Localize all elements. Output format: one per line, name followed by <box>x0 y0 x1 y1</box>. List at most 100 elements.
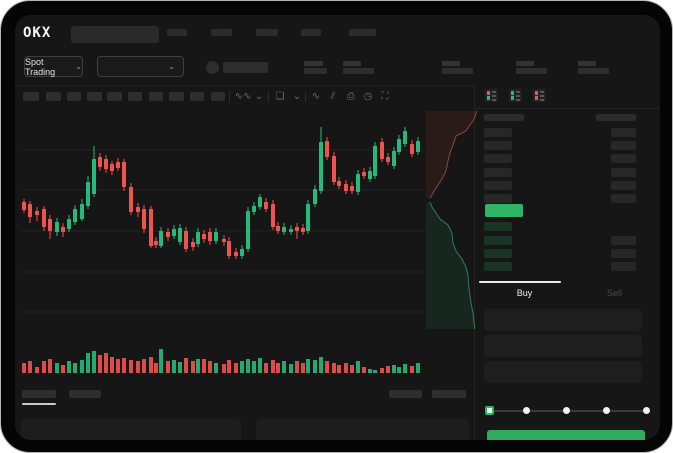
timeframe-button-placeholder[interactable] <box>46 92 61 101</box>
bid-amount-placeholder[interactable] <box>611 236 636 245</box>
ticker-stat <box>442 61 473 74</box>
toolbar-separator <box>268 91 269 102</box>
stat-label-placeholder <box>304 61 323 66</box>
timeframe-button-placeholder[interactable] <box>128 92 142 101</box>
timeframe-button-placeholder[interactable] <box>23 92 39 101</box>
stat-value-placeholder <box>516 68 547 74</box>
orders-table-placeholder <box>21 419 241 440</box>
orderbook-header-right <box>596 114 636 121</box>
bottom-tab-indicator <box>22 403 56 405</box>
market-type-label: Spot Trading <box>25 56 56 77</box>
active-tab-indicator <box>479 281 561 283</box>
bottom-tab[interactable] <box>69 390 101 398</box>
timeframe-button-placeholder[interactable] <box>169 92 184 101</box>
divider <box>15 85 474 86</box>
tab-sell[interactable]: Sell <box>606 288 622 298</box>
timeframe-button-placeholder[interactable] <box>211 92 225 101</box>
nav-item-placeholder[interactable] <box>211 29 232 36</box>
ticker-stat <box>304 61 327 74</box>
ticker-stat <box>578 61 609 74</box>
tab-buy[interactable]: Buy <box>516 288 533 298</box>
indicator-icon[interactable]: ∿ <box>311 91 321 102</box>
ask-price-placeholder[interactable] <box>484 168 512 177</box>
stat-value-placeholder <box>442 68 473 74</box>
bid-price-placeholder[interactable] <box>484 236 512 245</box>
stat-value-placeholder <box>578 68 609 74</box>
slider-stop[interactable] <box>643 407 650 414</box>
timeframe-button-placeholder[interactable] <box>149 92 163 101</box>
chevron-down-icon[interactable]: ⌄ <box>292 91 302 102</box>
compare-icon[interactable]: ⫽ <box>330 91 336 102</box>
bottom-tab-active[interactable] <box>22 390 56 398</box>
bid-price-placeholder[interactable] <box>484 262 512 271</box>
slider-handle[interactable] <box>485 406 494 415</box>
toolbar-separator <box>229 91 230 102</box>
nav-item-placeholder[interactable] <box>256 29 278 36</box>
slider-stop[interactable] <box>603 407 610 414</box>
ask-amount-placeholder[interactable] <box>611 181 636 190</box>
orders-table-placeholder <box>256 419 469 440</box>
last-price-badge[interactable] <box>485 204 523 217</box>
depth-chart[interactable] <box>426 109 479 331</box>
order-input-placeholder[interactable] <box>484 309 642 331</box>
book-asks-view-icon[interactable] <box>533 89 546 102</box>
timeframe-button-placeholder[interactable] <box>107 92 122 101</box>
stat-label-placeholder <box>343 61 361 66</box>
order-input-placeholder[interactable] <box>484 361 642 383</box>
candlestick-chart[interactable] <box>21 111 426 401</box>
screenshot-icon[interactable]: ⎙ <box>347 91 355 102</box>
chevron-down-icon[interactable]: ⌄ <box>254 91 264 102</box>
nav-item-placeholder[interactable] <box>167 29 187 36</box>
stat-value-placeholder <box>343 68 374 74</box>
market-type-select[interactable]: Spot Trading ⌄ <box>24 56 83 77</box>
buy-submit-button[interactable] <box>487 430 645 440</box>
bid-price-placeholder[interactable] <box>484 222 512 231</box>
book-both-view-icon[interactable] <box>485 89 498 102</box>
ask-price-placeholder[interactable] <box>484 141 512 150</box>
stat-label-placeholder <box>516 61 534 66</box>
timeframe-button-placeholder[interactable] <box>67 92 81 101</box>
book-bids-view-icon[interactable] <box>509 89 522 102</box>
ask-amount-placeholder[interactable] <box>611 154 636 163</box>
order-input-placeholder[interactable] <box>484 335 642 357</box>
chevron-down-icon: ⌄ <box>75 62 82 71</box>
ask-amount-placeholder[interactable] <box>611 128 636 137</box>
ask-price-placeholder[interactable] <box>484 154 512 163</box>
ticker-stat <box>516 61 547 74</box>
bid-price-placeholder[interactable] <box>484 249 512 258</box>
ask-price-placeholder[interactable] <box>484 181 512 190</box>
toolbar-separator <box>305 91 306 102</box>
ask-amount-placeholder[interactable] <box>611 168 636 177</box>
ask-price-placeholder[interactable] <box>484 194 512 203</box>
timeframe-button-placeholder[interactable] <box>190 92 204 101</box>
ask-amount-placeholder[interactable] <box>611 141 636 150</box>
pair-name-placeholder <box>223 62 268 73</box>
ask-amount-placeholder[interactable] <box>611 194 636 203</box>
search-input[interactable] <box>71 26 159 43</box>
ask-price-placeholder[interactable] <box>484 128 512 137</box>
divider <box>474 108 660 109</box>
stat-label-placeholder <box>442 61 460 66</box>
nav-item-placeholder[interactable] <box>349 29 376 36</box>
nav-item-placeholder[interactable] <box>301 29 321 36</box>
ticker-stat <box>343 61 374 74</box>
okx-logo[interactable]: OKX <box>23 25 52 41</box>
chart-style-icon[interactable]: ∿∿ <box>234 91 252 102</box>
bottom-action-button[interactable] <box>432 390 466 398</box>
bid-amount-placeholder[interactable] <box>611 262 636 271</box>
fullscreen-icon[interactable]: ⛶ <box>381 91 389 102</box>
bottom-action-button[interactable] <box>389 390 422 398</box>
candle-type-icon[interactable]: ❏ <box>275 91 285 102</box>
app-screen: OKX Spot Trading ⌄ ⌄ ∿∿ ⌄ ❏ ⌄ ∿ ⫽ ⎙ ◷ ⛶ Buy Sell <box>15 15 660 440</box>
slider-stop[interactable] <box>523 407 530 414</box>
stat-label-placeholder <box>578 61 596 66</box>
slider-stop[interactable] <box>563 407 570 414</box>
pair-select[interactable]: ⌄ <box>97 56 184 77</box>
history-icon[interactable]: ◷ <box>363 91 373 102</box>
coin-icon <box>206 61 219 74</box>
bid-amount-placeholder[interactable] <box>611 249 636 258</box>
timeframe-button-placeholder[interactable] <box>87 92 102 101</box>
orderbook-header-left <box>484 114 524 121</box>
chevron-down-icon: ⌄ <box>168 62 175 71</box>
